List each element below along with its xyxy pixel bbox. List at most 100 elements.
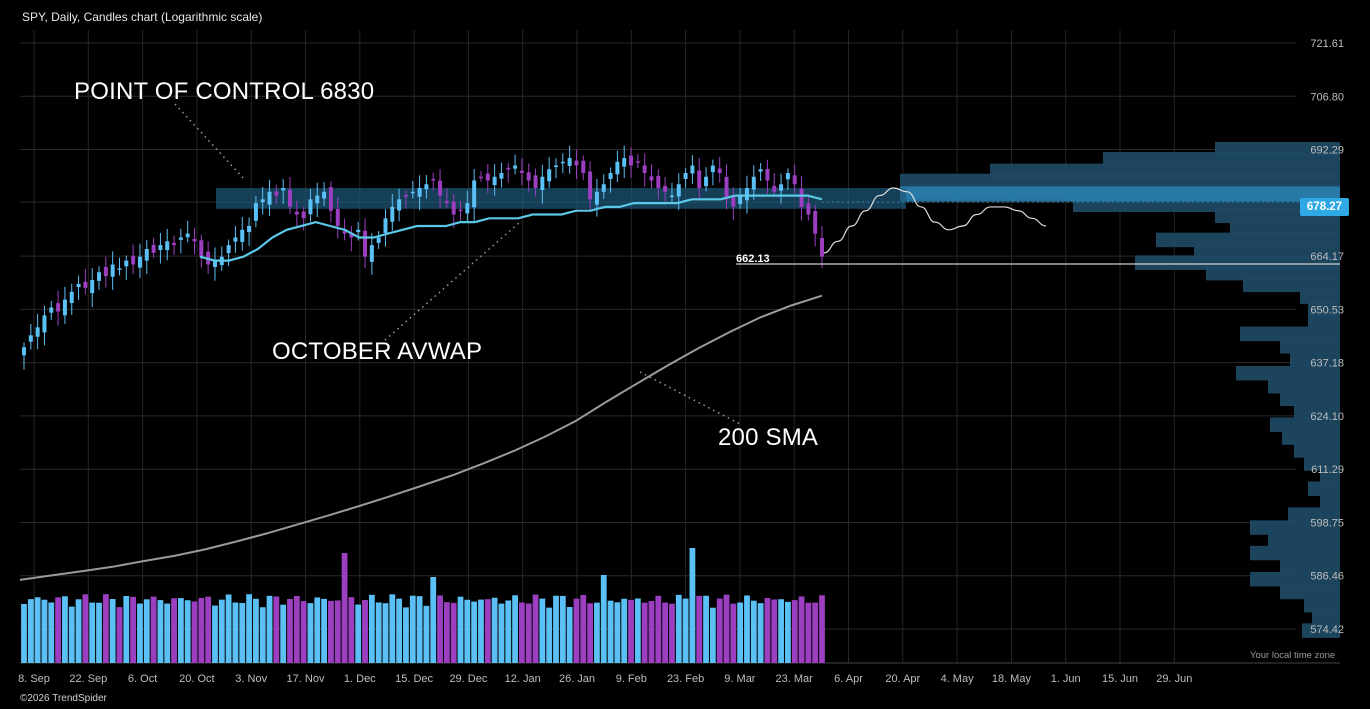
profile-bar — [1312, 610, 1340, 625]
candle-body — [704, 176, 709, 187]
candle-body — [124, 260, 129, 267]
y-tick-label: 692.29 — [1310, 145, 1344, 157]
candle-body — [513, 165, 518, 169]
candle-body — [247, 225, 252, 233]
x-axis[interactable]: 8. Sep 22. Sep 6. Oct 20. Oct 3. Nov 17. Nov 1… — [18, 673, 1192, 685]
volume-bar — [703, 595, 709, 663]
candle-body — [779, 184, 784, 191]
avwap-annotation[interactable]: OCTOBER AVWAP — [272, 338, 483, 365]
candle-body — [785, 172, 790, 180]
y-tick-label: 721.61 — [1310, 38, 1344, 50]
volume-bar — [778, 599, 784, 663]
volume-bar — [314, 597, 321, 663]
volume-bar — [798, 596, 805, 663]
candle-body — [751, 176, 756, 190]
candle-body — [431, 179, 436, 181]
candle-body — [438, 180, 443, 196]
volume-bar — [62, 596, 68, 663]
profile-poc-bar — [900, 186, 1340, 202]
volume-bar — [157, 600, 164, 663]
volume-bar — [328, 600, 334, 663]
volume-bar — [730, 603, 737, 663]
volume-bar — [539, 598, 546, 663]
volume-bar — [130, 596, 137, 663]
candle-body — [649, 176, 654, 181]
volume-bar — [512, 595, 518, 663]
candle-body — [22, 347, 26, 356]
projection-path — [823, 187, 1047, 254]
profile-bar — [1268, 378, 1340, 394]
candle-body — [424, 184, 429, 190]
candle-body — [322, 191, 327, 199]
volume-bar — [396, 598, 403, 663]
candle-body — [635, 161, 640, 163]
candle-body — [731, 195, 736, 207]
volume-bar — [634, 598, 641, 663]
volume-bar — [607, 600, 614, 663]
volume-bar — [123, 595, 130, 663]
candle-body — [240, 229, 245, 242]
candle-body — [458, 209, 463, 212]
candle-body — [288, 189, 292, 207]
candle-body — [103, 266, 108, 277]
candle-body — [369, 245, 374, 262]
volume-bar — [27, 599, 34, 663]
sma-leader — [639, 371, 741, 425]
volume-bar — [648, 600, 655, 663]
volume-bar — [55, 597, 62, 663]
candle-body — [519, 170, 524, 173]
profile-bar — [1240, 326, 1340, 342]
x-tick-label: 26. Jan — [559, 673, 595, 685]
volume-bar — [655, 595, 662, 663]
candle-body — [499, 172, 504, 179]
candle-body — [574, 160, 579, 166]
poc-leader — [174, 103, 246, 181]
candle-body — [90, 280, 95, 294]
x-tick-label: 12. Jan — [505, 673, 541, 685]
x-tick-label: 9. Mar — [724, 673, 756, 685]
volume-bars — [21, 548, 825, 663]
candle-body — [669, 195, 674, 198]
profile-bar — [1320, 494, 1340, 510]
candle-body — [403, 195, 408, 197]
candle-body — [397, 199, 402, 211]
candle-body — [76, 283, 81, 288]
x-tick-label: 17. Nov — [287, 673, 325, 685]
volume-bar — [177, 598, 184, 663]
volume-bar — [75, 599, 82, 663]
volume-bar — [662, 602, 669, 663]
candle-body — [199, 240, 204, 257]
profile-bar — [1288, 507, 1340, 522]
volume-bar — [566, 607, 573, 663]
x-tick-label: 15. Dec — [395, 673, 433, 685]
x-tick-label: 6. Apr — [834, 673, 863, 685]
poc-annotation[interactable]: POINT OF CONTROL 6830 — [74, 78, 375, 105]
volume-bar — [416, 596, 423, 663]
candle-body — [97, 272, 102, 281]
candle-body — [328, 187, 333, 211]
support-level-label: 662.13 — [736, 253, 770, 265]
volume-bar — [498, 603, 505, 663]
candle-body — [526, 172, 531, 181]
candle-body — [540, 176, 545, 191]
candle-body — [608, 172, 613, 180]
volume-bar — [191, 601, 198, 663]
candle-body — [69, 291, 74, 304]
candle-body — [308, 199, 313, 215]
candle-body — [806, 203, 811, 215]
volume-bar — [300, 601, 307, 663]
volume-bar — [744, 595, 750, 663]
volume-bar — [334, 600, 341, 663]
candle-body — [656, 176, 661, 189]
volume-bar — [252, 598, 259, 663]
volume-bar — [600, 575, 607, 663]
profile-bar — [1280, 558, 1340, 574]
candle-body — [547, 169, 552, 182]
y-tick-label: 586.46 — [1310, 571, 1344, 583]
candle-body — [560, 161, 565, 164]
candle-body — [172, 242, 177, 246]
profile-bar — [1243, 277, 1340, 293]
sma-annotation[interactable]: 200 SMA — [718, 424, 819, 451]
candle-body — [492, 176, 497, 186]
